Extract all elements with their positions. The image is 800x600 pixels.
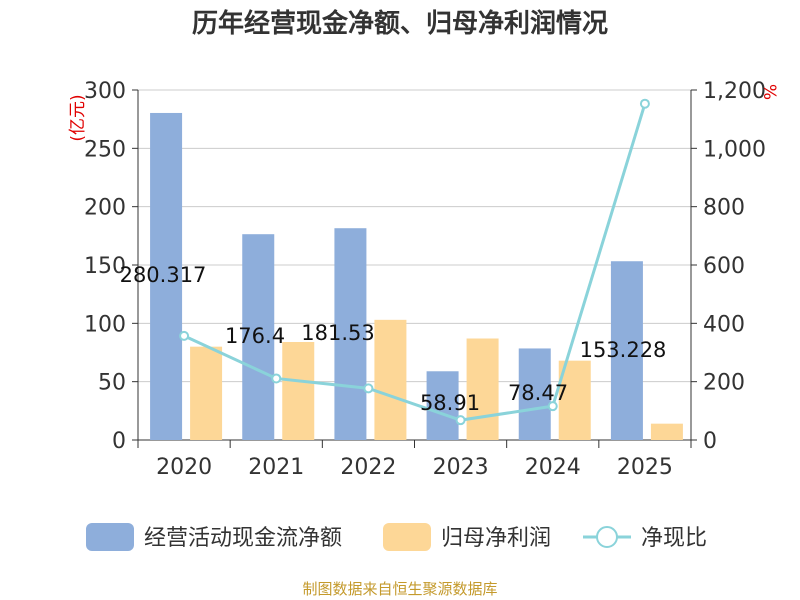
legend-label: 归母净利润 bbox=[441, 526, 551, 551]
y-right-unit: % bbox=[759, 84, 779, 100]
bar-cashflow bbox=[242, 234, 275, 440]
line-point bbox=[547, 401, 558, 412]
y-right-tick-label: 800 bbox=[703, 196, 745, 221]
x-tick-label: 2022 bbox=[340, 455, 396, 480]
line-point bbox=[363, 383, 374, 394]
y-right-tick-label: 1,000 bbox=[703, 137, 766, 162]
bar-profit bbox=[190, 346, 223, 440]
y-right-tick-label: 0 bbox=[703, 429, 717, 454]
y-left-unit: (亿元) bbox=[68, 94, 88, 141]
x-tick-label: 2025 bbox=[617, 455, 673, 480]
legend: 经营活动现金流净额 归母净利润 净现比 bbox=[86, 523, 707, 551]
y-right-tick-label: 400 bbox=[703, 312, 745, 337]
x-tick-label: 2020 bbox=[156, 455, 212, 480]
line-point bbox=[455, 415, 466, 426]
y-left-tick-label: 150 bbox=[84, 254, 126, 279]
axes: 0 50 100 150 200 250 300 0 200 400 600 800 1,000 1,20… bbox=[84, 79, 766, 480]
line-point bbox=[179, 330, 190, 341]
data-label: 78.47 bbox=[508, 381, 568, 405]
data-label: 58.91 bbox=[420, 391, 480, 415]
x-tick-label: 2024 bbox=[525, 455, 581, 480]
legend-label: 净现比 bbox=[641, 526, 707, 551]
line-point bbox=[639, 98, 650, 109]
y-right-tick-label: 600 bbox=[703, 254, 745, 279]
source-note: 制图数据来自恒生聚源数据库 bbox=[302, 580, 497, 598]
data-label: 280.317 bbox=[120, 263, 207, 287]
bar-cashflow bbox=[334, 228, 367, 440]
line-series bbox=[179, 98, 650, 426]
data-label: 153.228 bbox=[580, 338, 667, 362]
y-left-tick-label: 300 bbox=[84, 79, 126, 104]
y-left-tick-label: 0 bbox=[112, 429, 126, 454]
line-point bbox=[271, 373, 282, 384]
line-path bbox=[183, 103, 647, 422]
bar-series bbox=[150, 112, 683, 440]
bar-profit bbox=[282, 342, 315, 440]
bar-profit bbox=[374, 319, 407, 440]
bar-cashflow bbox=[610, 261, 643, 440]
y-right-tick-label: 200 bbox=[703, 371, 745, 396]
y-right-tick-label: 1,200 bbox=[703, 79, 766, 104]
legend-label: 经营活动现金流净额 bbox=[144, 526, 342, 551]
bar-cashflow bbox=[518, 348, 551, 440]
legend-swatch bbox=[383, 523, 431, 551]
legend-swatch-marker bbox=[596, 526, 618, 548]
x-tick-label: 2023 bbox=[433, 455, 489, 480]
y-left-tick-label: 200 bbox=[84, 196, 126, 221]
grid-lines bbox=[138, 89, 691, 383]
bar-cashflow bbox=[150, 112, 183, 440]
bar-profit bbox=[466, 338, 499, 440]
y-left-tick-label: 50 bbox=[98, 371, 126, 396]
data-label: 176.4 bbox=[225, 324, 285, 348]
x-tick-label: 2021 bbox=[248, 455, 304, 480]
legend-swatch bbox=[86, 523, 134, 551]
bar-profit bbox=[650, 423, 683, 440]
y-left-tick-label: 100 bbox=[84, 312, 126, 337]
y-left-tick-label: 250 bbox=[84, 137, 126, 162]
data-labels: 280.317 176.4 181.53 58.91 78.47 153.228 bbox=[120, 263, 667, 415]
chart-title: 历年经营现金净额、归母净利润情况 bbox=[192, 8, 608, 39]
bar-cashflow bbox=[426, 371, 459, 440]
data-label: 181.53 bbox=[301, 321, 374, 345]
